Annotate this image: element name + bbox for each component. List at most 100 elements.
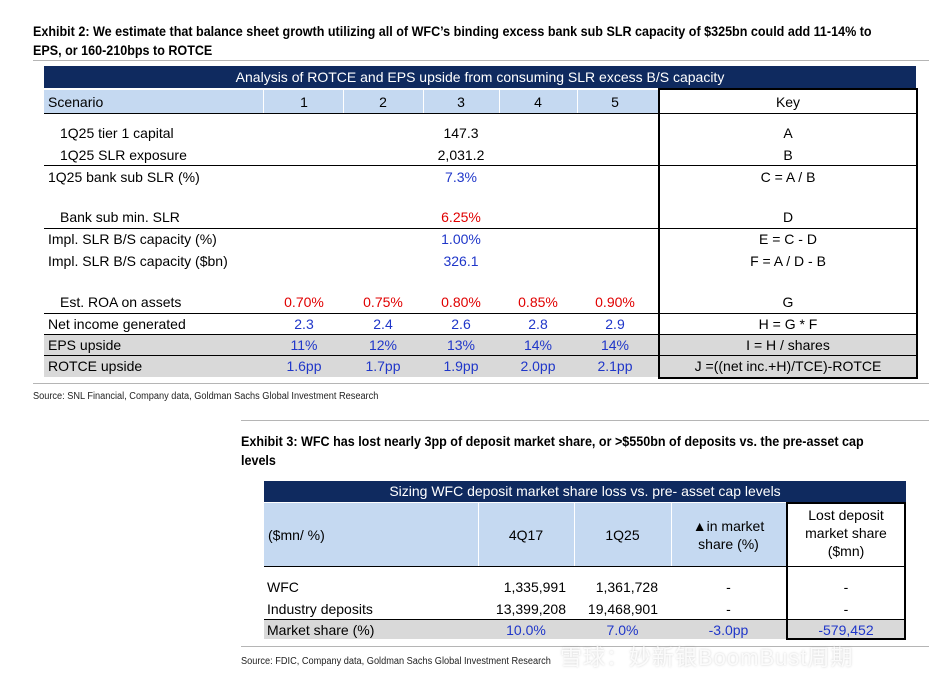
row-value: 1.00% [441,231,481,247]
exhibit3-header-lost-line2: market share [805,525,887,541]
exhibit3-header-lost: Lost deposit market share ($mn) [788,506,904,560]
row-value: 11% [290,337,318,353]
lost-deposit-column-frame [786,502,906,640]
row-key: J =((net inc.+H)/TCE)-ROTCE [694,358,882,374]
exhibit3-row-4q17: 1,335,991 [503,579,566,595]
row-value: 6.25% [441,209,481,225]
row-value: 1.7pp [365,358,401,374]
row-value: 2.1pp [597,358,633,374]
row-label: 1Q25 SLR exposure [60,147,187,163]
row-value: 2.4 [373,316,393,332]
header-sep-5 [577,90,578,113]
exhibit3-header-bottom-line [264,566,906,567]
header-col-4: 4 [534,94,542,110]
exhibit3-header-lost-line1: Lost deposit [808,507,884,523]
row-value: 1.6pp [286,358,322,374]
exhibit3-header-change: ▲in market share (%) [671,517,786,553]
row-key: D [782,209,794,225]
exhibit3-header-lost-line3: ($mn) [827,543,865,559]
exhibit3-header-change-line2: share (%) [698,536,759,552]
exhibit3-row-change: -3.0pp [708,622,749,638]
exhibit3-title-line1: Exhibit 3: WFC has lost nearly 3pp of de… [241,434,864,449]
exhibit3-row-label: WFC [267,579,299,595]
exhibit3-top-rule [241,420,929,421]
exhibit3-header-sep [574,503,575,566]
row-label: 1Q25 bank sub SLR (%) [48,169,200,185]
row-value: 0.75% [363,294,403,310]
row-label: ROTCE upside [48,358,143,374]
exhibit3-header-1q25: 1Q25 [605,527,640,543]
row-value: 14% [523,337,553,353]
exhibit3-row-divider [264,619,906,620]
row-key: G [782,294,794,310]
row-value: 2,031.2 [437,147,485,163]
watermark: 雪球：妙新银BoomBust周期 [560,645,854,670]
row-key: E = C - D [759,231,817,247]
row-value: 13% [446,337,476,353]
header-key: Key [775,94,801,110]
row-value: 0.80% [441,294,481,310]
row-value: 0.85% [518,294,558,310]
exhibit2-table-title: Analysis of ROTCE and EPS upside from co… [44,66,916,88]
row-value: 7.3% [445,169,477,185]
exhibit2-title: Exhibit 2: We estimate that balance shee… [33,22,952,60]
row-key: A [783,125,793,141]
header-sep-2 [343,90,344,113]
row-label: EPS upside [48,337,122,353]
row-key: B [783,147,793,163]
header-sep-1 [263,90,264,113]
row-divider [44,228,916,229]
exhibit3-row-label: Market share (%) [267,622,375,638]
row-key: C = A / B [760,169,816,185]
exhibit3-row-change: - [726,579,731,595]
row-label: Net income generated [48,316,186,332]
exhibit3-row-4q17: 10.0% [506,622,546,638]
row-value: 2.0pp [520,358,556,374]
row-value: 2.9 [605,316,625,332]
row-key: F = A / D - B [750,253,826,269]
row-divider [44,334,916,335]
exhibit3-row-lost: -579,452 [818,622,874,638]
row-value: 2.8 [528,316,548,332]
exhibit2-header-bg [44,90,658,113]
exhibit2-title-line1: Exhibit 2: We estimate that balance shee… [33,24,872,39]
exhibit3-row-1q25: 1,361,728 [595,579,658,595]
exhibit2-source: Source: SNL Financial, Company data, Gol… [33,391,379,402]
exhibit3-header-unit: ($mn/ %) [268,527,325,543]
row-value: 1.9pp [443,358,479,374]
exhibit3-row-1q25: 19,468,901 [587,601,658,617]
row-label: 1Q25 tier 1 capital [60,125,174,141]
row-label: Est. ROA on assets [60,294,182,310]
exhibit3-row-lost: - [843,579,849,595]
exhibit3-header-sep [671,503,672,566]
exhibit3-grey-row-bg [264,619,906,639]
row-divider [44,355,916,356]
row-key: H = G * F [758,316,818,332]
exhibit3-header-sep [478,503,479,566]
row-divider [44,165,916,166]
exhibit3-title: Exhibit 3: WFC has lost nearly 3pp of de… [241,432,929,470]
header-sep-4 [499,90,500,113]
row-divider [44,313,916,314]
exhibit3-bottom-rule [241,646,929,647]
exhibit3-header-4q17: 4Q17 [508,527,544,543]
exhibit2-top-rule [33,60,929,61]
row-value: 147.3 [443,125,479,141]
row-value: 0.90% [595,294,635,310]
exhibit2-title-line2: EPS, or 160-210bps to ROTCE [33,43,213,58]
row-value: 14% [600,337,630,353]
exhibit3-row-label: Industry deposits [267,601,373,617]
row-label: Impl. SLR B/S capacity (%) [48,231,217,247]
exhibit2-bottom-rule [33,383,929,384]
row-value: 0.70% [284,294,324,310]
exhibit3-row-1q25: 7.0% [606,622,639,638]
row-value: 2.6 [451,316,471,332]
key-column-frame [658,88,918,379]
exhibit3-header-bg [264,503,786,566]
exhibit3-row-lost: - [843,601,849,617]
header-col-3: 3 [457,94,465,110]
row-label: Impl. SLR B/S capacity ($bn) [48,253,228,269]
row-key: I = H / shares [746,337,830,353]
row-value: 12% [368,337,398,353]
exhibit3-source: Source: FDIC, Company data, Goldman Sach… [241,656,551,667]
